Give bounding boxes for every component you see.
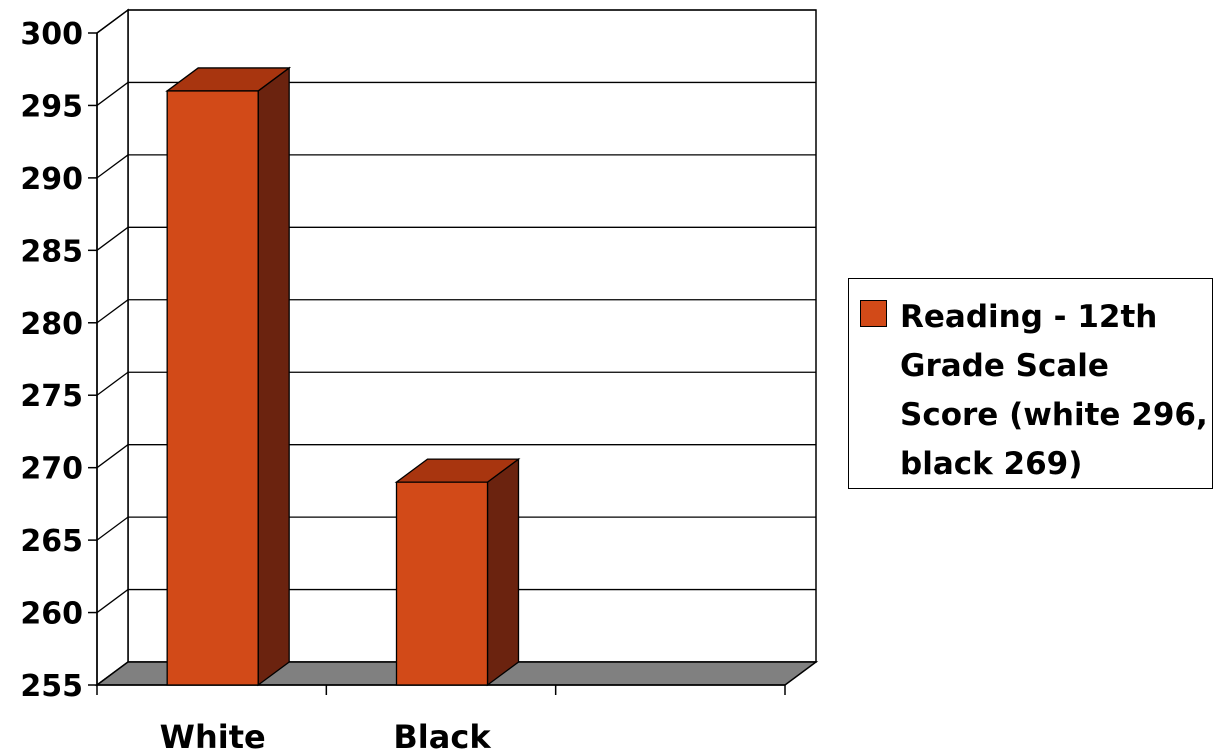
side-gridline bbox=[96, 154, 129, 179]
y-tick-label: 265 bbox=[20, 524, 83, 559]
legend-swatch bbox=[860, 300, 887, 327]
bar-black bbox=[394, 457, 521, 687]
x-axis-labels: White Black bbox=[160, 718, 492, 756]
bar-side bbox=[257, 66, 290, 687]
y-tick-label: 255 bbox=[20, 669, 83, 704]
side-gridline bbox=[96, 226, 129, 251]
x-tick-label: Black bbox=[393, 718, 491, 756]
bar-white bbox=[165, 66, 292, 687]
bar-front bbox=[395, 481, 489, 686]
y-tick-label: 295 bbox=[20, 89, 83, 124]
y-tick-label: 270 bbox=[20, 452, 83, 487]
y-tick-label: 275 bbox=[20, 379, 83, 414]
side-wall bbox=[96, 8, 129, 687]
y-tick-label: 285 bbox=[20, 234, 83, 269]
side-gridline bbox=[96, 9, 129, 34]
y-tick-label: 280 bbox=[20, 307, 83, 342]
side-gridline bbox=[96, 81, 129, 106]
y-axis-ticks: 255 260 265 270 275 280 285 290 295 300 bbox=[20, 17, 97, 704]
legend: Reading - 12th Grade Scale Score (white … bbox=[848, 278, 1213, 489]
side-gridline bbox=[96, 589, 129, 614]
y-tick-label: 300 bbox=[20, 17, 83, 52]
side-gridline bbox=[96, 444, 129, 469]
legend-label: Reading - 12th Grade Scale Score (white … bbox=[900, 299, 1208, 482]
y-tick-label: 290 bbox=[20, 162, 83, 197]
x-tick-label: White bbox=[160, 718, 266, 756]
side-gridline bbox=[96, 299, 129, 324]
side-gridline bbox=[96, 371, 129, 396]
bar-side bbox=[486, 457, 520, 687]
bars bbox=[165, 66, 521, 687]
bar-front bbox=[166, 90, 259, 686]
y-tick-label: 260 bbox=[20, 597, 83, 632]
side-gridline bbox=[96, 516, 129, 541]
